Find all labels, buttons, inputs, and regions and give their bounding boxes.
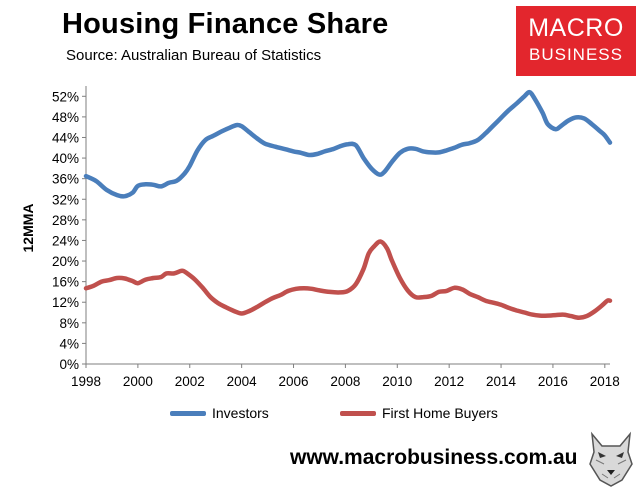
y-tick-label: 28% — [52, 213, 79, 228]
y-tick-label: 48% — [52, 110, 79, 125]
legend-label-first-home-buyers: First Home Buyers — [382, 405, 498, 421]
y-tick-label: 36% — [52, 172, 79, 187]
series-line-first-home-buyers — [83, 239, 613, 320]
y-tick-label: 40% — [52, 151, 79, 166]
legend-item-first-home-buyers: First Home Buyers — [340, 403, 498, 423]
x-tick-label: 2016 — [538, 374, 568, 389]
chart-subtitle: Source: Australian Bureau of Statistics — [66, 47, 322, 64]
series-line-investors — [83, 89, 613, 199]
website-url: www.macrobusiness.com.au — [290, 446, 578, 469]
x-tick-label: 1998 — [71, 374, 101, 389]
x-tick-label: 2004 — [227, 374, 258, 389]
y-tick-label: 16% — [52, 275, 79, 290]
macrobusiness-logo: MACRO BUSINESS — [516, 6, 636, 76]
logo-line-2: BUSINESS — [529, 45, 623, 64]
x-tick-label: 2008 — [330, 374, 360, 389]
x-tick-label: 2002 — [175, 374, 205, 389]
x-tick-label: 2000 — [123, 374, 153, 389]
y-tick-label: 8% — [59, 316, 79, 331]
y-tick-label: 20% — [52, 254, 79, 269]
y-tick-label: 24% — [52, 233, 79, 248]
legend-item-investors: Investors — [170, 403, 269, 423]
x-tick-label: 2018 — [590, 374, 620, 389]
chart-title: Housing Finance Share — [62, 8, 389, 40]
y-tick-label: 52% — [52, 89, 79, 104]
chart-series — [83, 89, 613, 320]
y-tick-label: 32% — [52, 192, 79, 207]
legend-label-investors: Investors — [212, 405, 269, 421]
legend-swatch-first-home-buyers — [340, 410, 376, 416]
chart-axes: 0% 4% 8% 12% 16% 20% 24% 28% 32% 36% 40% 44% 48% 52% 1… — [52, 86, 620, 389]
y-tick-label: 12% — [52, 295, 79, 310]
x-tick-label: 2010 — [382, 374, 412, 389]
x-tick-label: 2014 — [486, 374, 517, 389]
y-tick-label: 0% — [59, 357, 79, 372]
legend-swatch-investors — [170, 410, 206, 416]
wolf-logo-icon — [586, 430, 636, 488]
y-tick-label: 4% — [59, 336, 79, 351]
line-chart: 0% 4% 8% 12% 16% 20% 24% 28% 32% 36% 40% 44% 48% 52% 1… — [20, 86, 620, 389]
x-tick-label: 2012 — [434, 374, 464, 389]
y-tick-label: 44% — [52, 130, 79, 145]
y-axis-label: 12MMA — [20, 203, 36, 252]
logo-line-1: MACRO — [528, 14, 624, 42]
x-tick-label: 2006 — [279, 374, 309, 389]
